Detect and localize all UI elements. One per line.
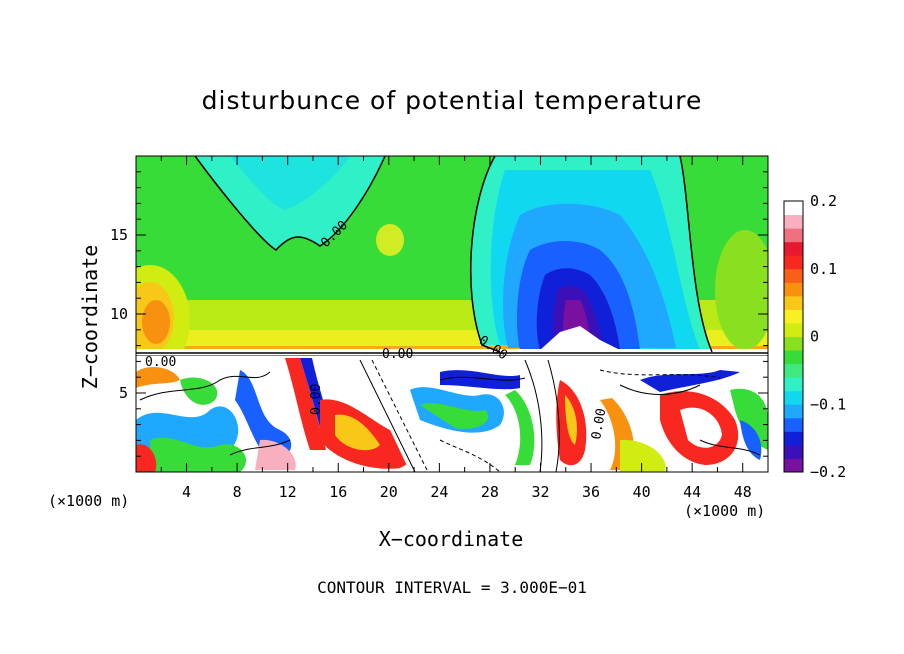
blob-r9 <box>620 439 666 472</box>
blob-r4 <box>640 370 740 392</box>
blob-l6 <box>136 366 180 388</box>
colorbar-swatch <box>784 241 803 256</box>
colorbar-swatch <box>784 390 803 405</box>
chart-title: disturbunce of potential temperature <box>201 86 703 115</box>
blob-r8 <box>740 420 762 460</box>
colorbar-swatch <box>784 322 803 337</box>
x-axis-ticks: 4 8 12 16 20 24 28 32 36 40 44 48 <box>160 156 752 501</box>
contour-label: 0.00 <box>589 407 609 440</box>
y-tick-label: 10 <box>110 305 128 323</box>
dome-white-peak <box>540 326 620 350</box>
green-streak <box>505 390 535 465</box>
blob-l2 <box>150 437 247 472</box>
contour-label: 0.00 <box>309 384 324 415</box>
colorbar-tick-label: 0 <box>810 328 819 346</box>
colorbar-swatch <box>784 336 803 351</box>
colorbar-frame <box>783 200 804 473</box>
blob-r7 <box>730 388 768 450</box>
blob-l4 <box>235 370 292 460</box>
y-axis-ticks: 5 10 15 <box>110 171 768 457</box>
colorbar-swatch <box>784 214 803 229</box>
colorbar-tick-label: 0.2 <box>810 192 837 210</box>
colorbar-swatch <box>784 377 803 392</box>
y-tick-label: 15 <box>110 226 128 244</box>
colorbar-swatch <box>784 458 803 473</box>
colorbar-swatch <box>784 350 803 365</box>
colorbar <box>783 200 804 473</box>
x-tick-label: 20 <box>380 483 398 501</box>
colorbar-tick-label: −0.2 <box>810 463 846 481</box>
y-tick-label: 5 <box>119 384 128 402</box>
x-tick-label: 40 <box>633 483 651 501</box>
blob-c2 <box>420 403 489 429</box>
colorbar-swatch <box>784 309 803 324</box>
colorbar-swatch <box>784 295 803 310</box>
x-tick-label: 32 <box>531 483 549 501</box>
turbulent-layer <box>136 356 768 472</box>
x-tick-label: 24 <box>430 483 448 501</box>
blob-m2 <box>335 414 380 451</box>
contour-label: 0.00 <box>145 355 176 370</box>
colorbar-swatch <box>784 417 803 432</box>
x-tick-label: 36 <box>582 483 600 501</box>
colorbar-swatch <box>784 363 803 378</box>
x-tick-label: 4 <box>182 483 191 501</box>
colorbar-swatch <box>784 444 803 459</box>
colorbar-swatch <box>784 201 803 216</box>
colorbar-swatch <box>784 268 803 283</box>
blob-l3 <box>136 444 157 472</box>
colorbar-swatch <box>784 404 803 419</box>
x-tick-label: 28 <box>481 483 499 501</box>
blob-r6 <box>680 407 722 448</box>
x-axis-label: X−coordinate <box>378 527 524 551</box>
lower-contours <box>139 359 761 472</box>
blob-r2 <box>565 395 577 445</box>
blob-c3 <box>440 370 520 390</box>
right-lime-patch <box>715 230 768 350</box>
field-layer <box>136 156 768 375</box>
left-orange-core <box>142 300 170 344</box>
x-tick-label: 8 <box>233 483 242 501</box>
colorbar-swatch <box>784 228 803 243</box>
upper-contours <box>194 155 713 353</box>
diag-band <box>356 358 440 472</box>
colorbar-tick-label: −0.1 <box>810 395 846 413</box>
left-cool-core <box>230 156 350 210</box>
contour-label: 0.00 <box>382 347 413 362</box>
mid-yellow-patch <box>376 224 404 256</box>
x-tick-label: 12 <box>279 483 297 501</box>
blob-l5 <box>180 377 218 405</box>
x-tick-label: 44 <box>683 483 701 501</box>
x-unit-left: (×1000 m) <box>48 492 130 510</box>
colorbar-tick-label: 0.1 <box>810 260 837 278</box>
colorbar-swatch <box>784 255 803 270</box>
x-tick-label: 48 <box>734 483 752 501</box>
colorbar-swatch <box>784 282 803 297</box>
x-tick-label: 16 <box>329 483 347 501</box>
colorbar-swatch <box>784 431 803 446</box>
colorbar-ticks: 0.2 0.1 0 −0.1 −0.2 <box>810 192 846 481</box>
x-unit-right: (×1000 m) <box>684 502 766 520</box>
y-axis-label: Z−coordinate <box>78 244 102 390</box>
white-streak <box>520 375 553 472</box>
plume-1 <box>285 358 326 450</box>
contour-interval-note: CONTOUR INTERVAL = 3.000E−01 <box>317 578 587 597</box>
blob-m3 <box>255 439 296 470</box>
